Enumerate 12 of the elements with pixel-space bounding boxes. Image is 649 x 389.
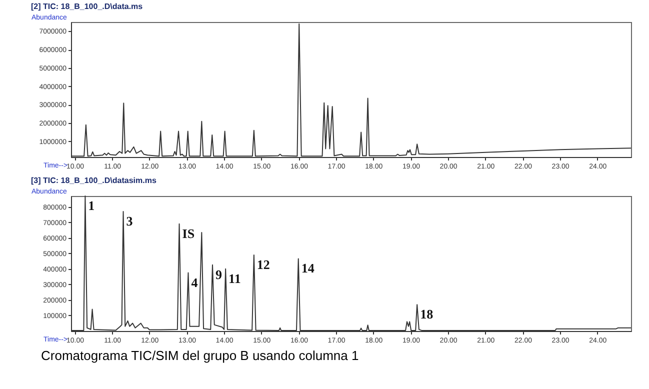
annotation: 12 xyxy=(256,256,270,272)
annotation: 11 xyxy=(228,270,241,286)
text: Cromatograma TIC/SIM del grupo B usando columna 1 xyxy=(41,348,359,363)
annotation: 18 xyxy=(420,306,434,322)
annotation: 3 xyxy=(126,214,134,229)
annotation: 4 xyxy=(191,274,198,290)
annotation: 14 xyxy=(301,260,315,276)
annotation: 1 xyxy=(88,198,95,213)
annotation: IS xyxy=(182,226,195,241)
chart-title: [2] TIC: 18_B_100_.D\data.ms xyxy=(31,2,144,11)
annotation: 9 xyxy=(215,266,222,282)
chart-title: [3] TIC: 18_B_100_.D\datasim.ms xyxy=(31,176,157,185)
